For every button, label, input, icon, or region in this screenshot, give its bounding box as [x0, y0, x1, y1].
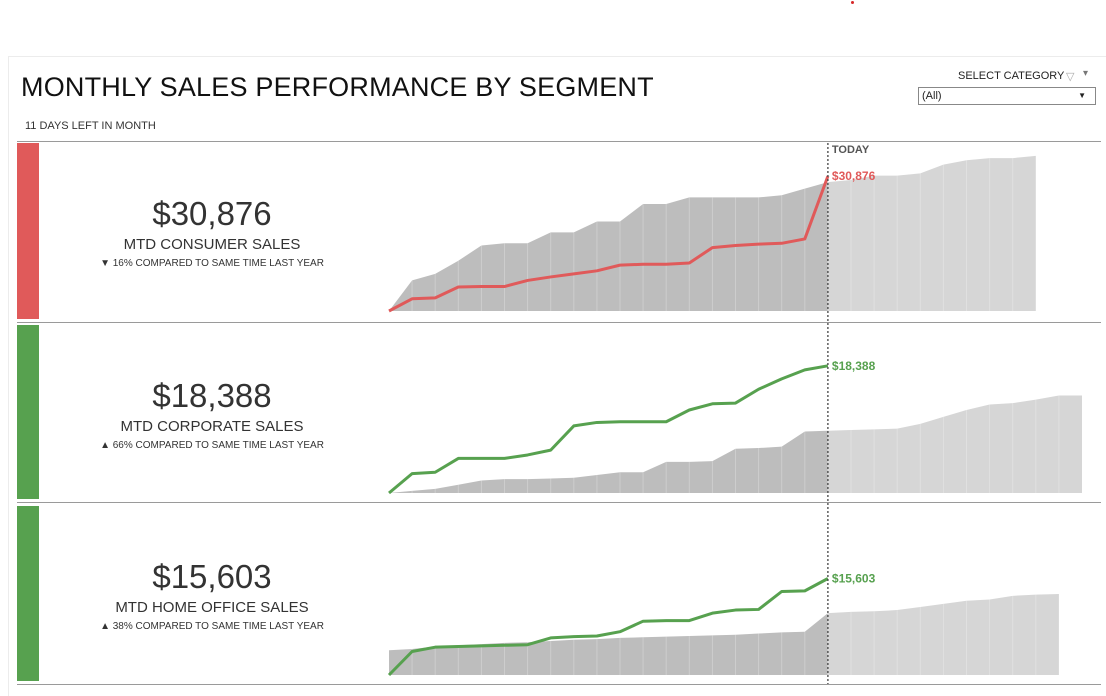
end-value-label: $30,876	[832, 169, 876, 183]
kpi-label: MTD CONSUMER SALES	[123, 236, 301, 253]
end-value-label: $15,603	[832, 571, 876, 585]
kpi-compare: ▲ 66% COMPARED TO SAME TIME LAST YEAR	[57, 439, 367, 453]
divider	[17, 141, 1101, 142]
corporate-kpi: $18,388 MTD CORPORATE SALES ▲ 66% COMPAR…	[57, 377, 367, 453]
kpi-value: $30,876	[152, 195, 272, 232]
kpi-compare: ▲ 38% COMPARED TO SAME TIME LAST YEAR	[57, 620, 367, 634]
consumer-kpi: $30,876 MTD CONSUMER SALES ▼ 16% COMPARE…	[57, 195, 367, 271]
filter-icon[interactable]: ▽	[1066, 71, 1075, 83]
current-year-line	[388, 175, 830, 313]
kpi-label: MTD CORPORATE SALES	[120, 418, 304, 435]
last-year-area-future	[827, 395, 1082, 493]
compare-text: 16% COMPARED TO SAME TIME LAST YEAR	[112, 258, 324, 269]
kpi-compare: ▼ 16% COMPARED TO SAME TIME LAST YEAR	[57, 257, 367, 271]
current-year-line	[387, 577, 829, 677]
select-category-label: SELECT CATEGORY	[958, 70, 1065, 82]
last-year-area-past	[389, 182, 828, 311]
category-dropdown-value: (All)	[922, 90, 942, 102]
last-year-area-future	[827, 593, 1059, 675]
corporate-segment-row: $18,388 MTD CORPORATE SALES ▲ 66% COMPAR…	[17, 325, 1101, 499]
current-year-line	[388, 364, 829, 495]
dashboard-panel	[8, 56, 1106, 696]
last-year-area-future	[827, 155, 1036, 311]
category-dropdown[interactable]: (All) ▼	[918, 87, 1096, 105]
status-color-bar	[17, 506, 39, 681]
compare-text: 66% COMPARED TO SAME TIME LAST YEAR	[112, 440, 324, 451]
divider	[17, 322, 1101, 323]
last-year-area-past	[389, 430, 828, 493]
home-office-segment-row: $15,603 MTD HOME OFFICE SALES ▲ 38% COMP…	[17, 506, 1101, 681]
kpi-value: $15,603	[152, 558, 272, 595]
chevron-down-icon[interactable]: ▼	[1078, 91, 1086, 100]
compare-text: 38% COMPARED TO SAME TIME LAST YEAR	[112, 621, 324, 632]
end-value-label: $18,388	[832, 359, 876, 373]
status-color-bar	[17, 325, 39, 499]
home-office-kpi: $15,603 MTD HOME OFFICE SALES ▲ 38% COMP…	[57, 558, 367, 634]
days-left-label: 11 DAYS LEFT IN MONTH	[25, 120, 156, 132]
divider	[17, 502, 1101, 503]
kpi-label: MTD HOME OFFICE SALES	[115, 599, 309, 616]
filter-menu-icon[interactable]: ▾	[1083, 68, 1089, 79]
trend-arrow-icon: ▲	[100, 440, 110, 451]
page-title: MONTHLY SALES PERFORMANCE BY SEGMENT	[21, 72, 654, 102]
trend-arrow-icon: ▲	[100, 621, 110, 632]
red-dot	[851, 1, 854, 4]
divider	[17, 684, 1101, 685]
consumer-segment-row: $30,876 MTD CONSUMER SALES ▼ 16% COMPARE…	[17, 143, 1101, 319]
last-year-area-past	[389, 613, 828, 675]
trend-arrow-icon: ▼	[100, 258, 110, 269]
status-color-bar	[17, 143, 39, 319]
today-label: TODAY	[832, 144, 870, 156]
kpi-value: $18,388	[152, 377, 272, 414]
